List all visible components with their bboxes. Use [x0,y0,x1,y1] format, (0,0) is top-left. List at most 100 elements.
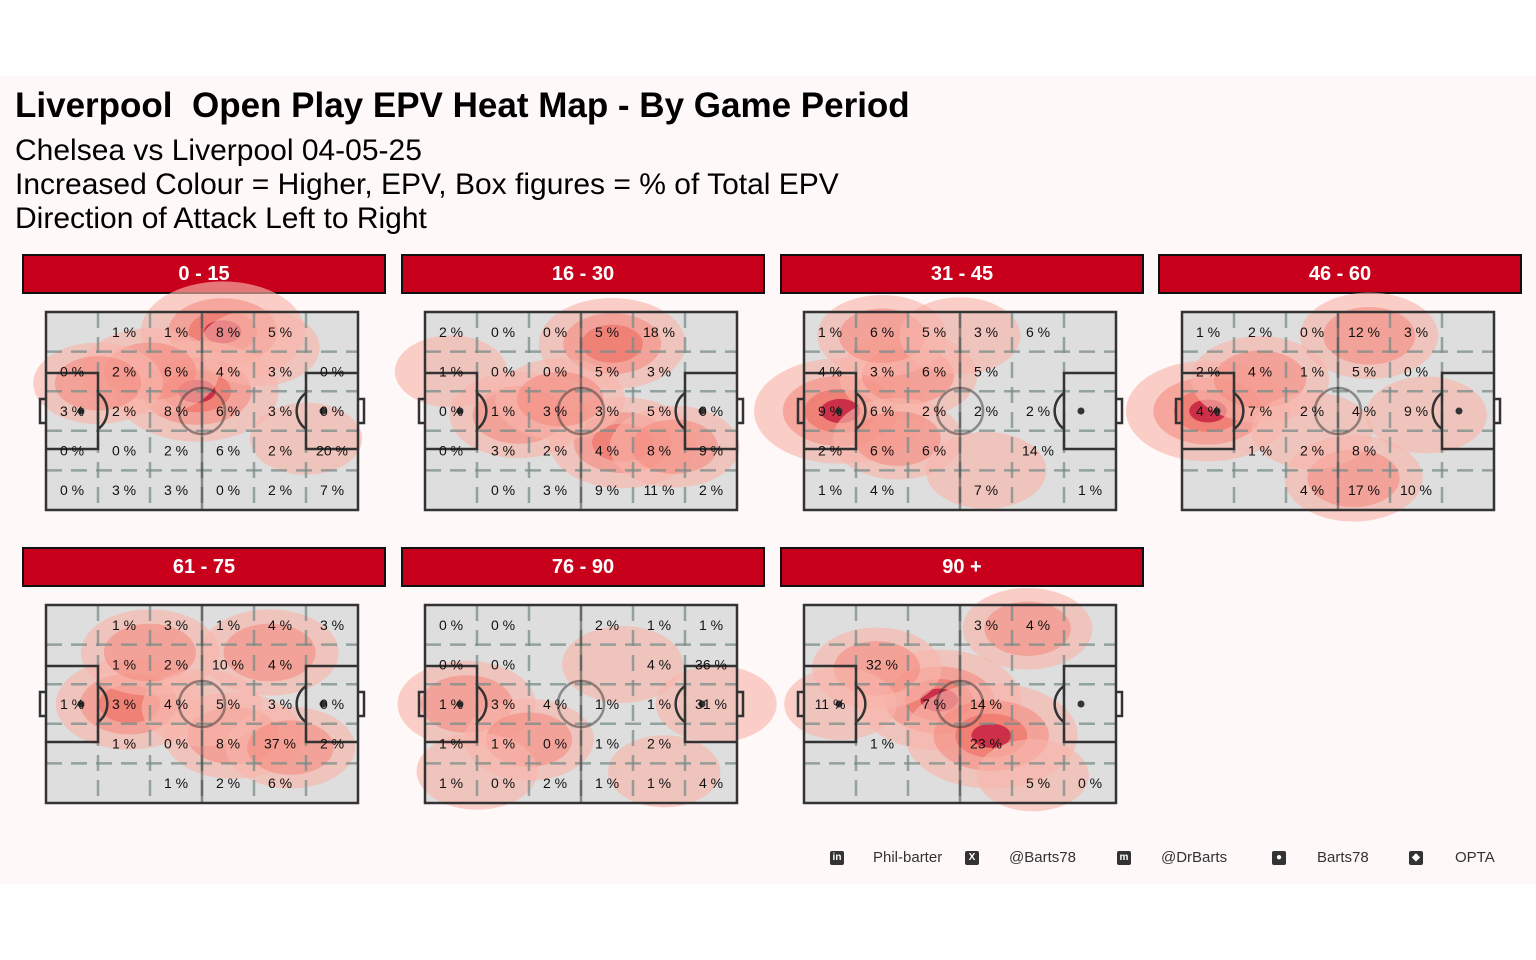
zone-percent-label: 1 % [699,617,723,633]
zone-percent-label: 1 % [216,617,240,633]
zone-percent-label: 4 % [818,363,842,379]
zone-percent-label: 0 % [60,482,84,498]
zone-percent-label: 0 % [491,775,515,791]
zone-percent-label: 11 % [815,696,846,712]
zone-percent-label: 1 % [1078,482,1102,498]
zone-percent-label: 2 % [216,775,240,791]
zone-percent-label: 4 % [1300,482,1324,498]
github-icon: ● [1272,851,1286,865]
zone-percent-label: 8 % [216,324,240,340]
zone-percent-label: 0 % [216,482,240,498]
zone-percent-label: 3 % [320,617,344,633]
zone-percent-label: 36 % [695,656,727,672]
zone-percent-label: 8 % [164,403,188,419]
heat-blob [1323,306,1416,365]
heat-blob [608,735,721,808]
zone-percent-label: 8 % [647,443,671,459]
heat-blob [247,720,334,775]
zone-percent-label: 6 % [922,443,946,459]
zone-percent-label: 5 % [922,324,946,340]
footer-credit-label: @Barts78 [1009,849,1076,866]
zone-percent-label: 1 % [439,775,463,791]
linkedin-icon: in [830,851,844,865]
heat-layer [1125,292,1487,522]
zone-percent-label: 2 % [543,775,567,791]
heat-blob [971,723,1011,748]
zone-percent-label: 2 % [1300,443,1324,459]
pitch-heatmap: 2 % 0 % 0 % 5 % 18 % 1 % 0 % 0 % 5 % 3 % 0 % 1 % 3 %… [394,298,745,512]
zone-percent-label: 1 % [60,696,84,712]
zone-percent-label: 1 % [439,363,463,379]
zone-percent-label: 1 % [818,324,842,340]
zone-percent-label: 2 % [164,656,188,672]
zone-percent-label: 3 % [1404,324,1428,340]
zone-percent-label: 2 % [1248,324,1272,340]
zone-percent-label: 0 % [699,403,723,419]
zone-labels: 1 % 2 % 0 % 12 % 3 % 2 % 4 % 1 % 5 % 0 % 4 % 7 % 2 %… [1196,324,1432,498]
zone-percent-label: 1 % [647,696,671,712]
zone-percent-label: 4 % [543,696,567,712]
zone-percent-label: 9 % [699,443,723,459]
heat-blob [1365,376,1487,454]
zone-percent-label: 1 % [1196,324,1220,340]
zone-percent-label: 0 % [491,656,515,672]
zone-percent-label: 0 % [439,403,463,419]
zone-percent-label: 5 % [268,324,292,340]
zone-percent-label: 17 % [1348,482,1380,498]
zone-percent-label: 3 % [870,363,894,379]
zone-percent-label: 5 % [595,324,619,340]
pitch-heatmap: 1 % 1 % 8 % 5 % 0 % 2 % 6 % 4 % 3 % 0 % 3 % 2 % 8 % 6… [33,281,366,512]
zone-percent-label: 11 % [644,482,675,498]
pitch-heatmap: 1 % 3 % 1 % 4 % 3 % 1 % 2 % 10 % 4 % 1 % 3 % 4 % 5 %… [38,603,366,805]
pitch-heatmap: 0 % 0 % 2 % 1 % 1 % 0 % 0 % 4 % 36 % 1 % 3 % 4 % 1 %… [397,603,777,810]
zone-percent-label: 9 % [595,482,619,498]
zone-percent-label: 0 % [491,482,515,498]
zone-percent-label: 3 % [164,617,188,633]
zone-percent-label: 0 % [1404,363,1428,379]
footer-credit-label: OPTA [1455,849,1495,866]
footer-credit-label: Phil-barter [873,849,943,866]
zone-percent-label: 3 % [268,403,292,419]
heat-blob [854,411,941,466]
heat-blob [394,335,508,408]
zone-percent-label: 0 % [543,324,567,340]
zone-percent-label: 5 % [595,363,619,379]
zone-percent-label: 3 % [595,403,619,419]
zone-labels: 1 % 1 % 8 % 5 % 0 % 2 % 6 % 4 % 3 % 0 % 3 % 2 % 8 % 6… [60,324,348,498]
heat-blob [631,419,718,474]
subtitle-line-3: Direction of Attack Left to Right [15,202,427,235]
zone-percent-label: 6 % [216,403,240,419]
zone-percent-label: 6 % [268,775,292,791]
zone-percent-label: 3 % [543,403,567,419]
zone-percent-label: 5 % [1026,775,1050,791]
zone-percent-label: 0 % [543,363,567,379]
plot-area: Liverpool Open Play EPV Heat Map - By Ga… [0,76,1536,884]
zone-percent-label: 1 % [439,696,463,712]
zone-percent-label: 7 % [320,482,344,498]
zone-percent-label: 0 % [320,696,344,712]
zone-percent-label: 2 % [699,482,723,498]
facet-strip: 31 - 45 [780,254,1144,294]
heat-blob [1213,350,1307,409]
chart-title: Liverpool Open Play EPV Heat Map - By Ga… [15,86,910,125]
zone-percent-label: 1 % [818,482,842,498]
zone-percent-label: 4 % [1352,403,1376,419]
zone-percent-label: 2 % [818,443,842,459]
zone-percent-label: 2 % [543,443,567,459]
zone-percent-label: 7 % [922,696,946,712]
zone-percent-label: 1 % [870,736,894,752]
zone-percent-label: 5 % [1352,363,1376,379]
zone-percent-label: 4 % [268,656,292,672]
zone-percent-label: 2 % [595,617,619,633]
zone-percent-label: 1 % [491,736,515,752]
zone-percent-label: 1 % [164,324,188,340]
heat-layer [784,587,1093,812]
heat-blob [416,732,538,810]
zone-percent-label: 0 % [439,656,463,672]
zone-percent-label: 3 % [112,482,136,498]
heat-layer [55,609,356,789]
zone-percent-label: 5 % [216,696,240,712]
zone-percent-label: 3 % [164,482,188,498]
footer-credit-label: @DrBarts [1161,849,1228,866]
zone-percent-label: 1 % [647,617,671,633]
